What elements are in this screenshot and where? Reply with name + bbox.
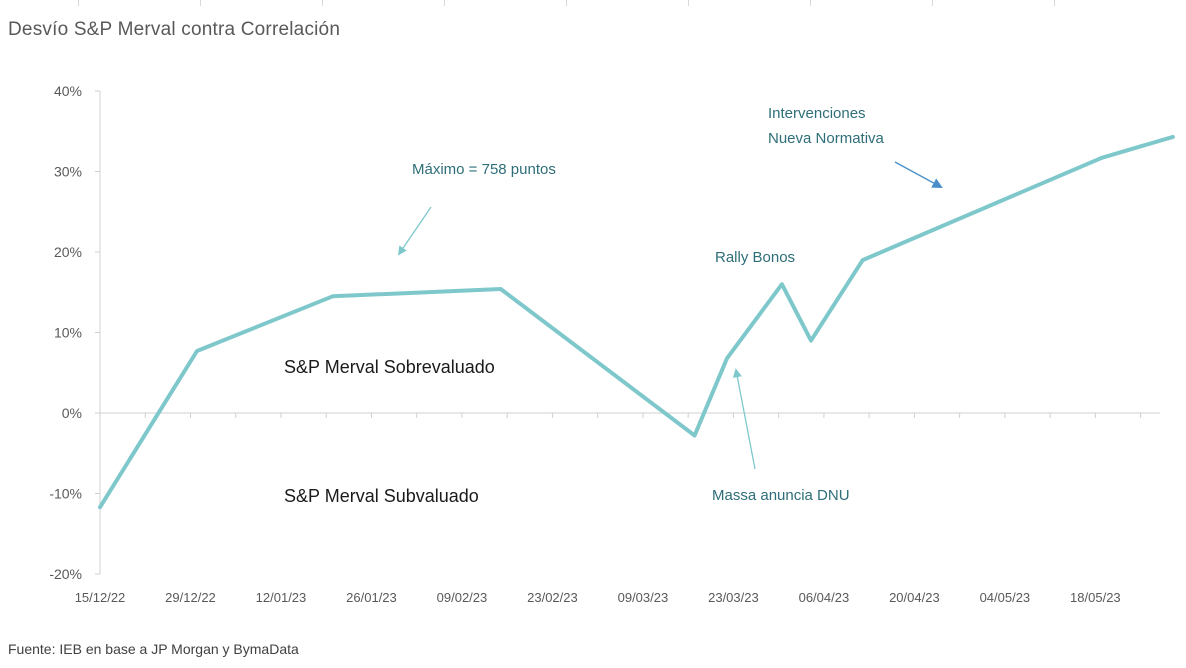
x-tick-label: 09/03/23 [618, 590, 669, 605]
series-point [780, 282, 784, 286]
y-tick-label: 0% [62, 405, 82, 421]
series-point [98, 505, 102, 509]
series-group [98, 134, 1175, 510]
x-tick-label: 09/02/23 [437, 590, 488, 605]
source-note: Fuente: IEB en base a JP Morgan y BymaDa… [8, 641, 299, 657]
series-point [725, 356, 729, 360]
x-axis-ticks: 15/12/22 29/12/22 12/01/23 26/01/23 09/02/23… [75, 413, 1142, 605]
annotation-nueva-normativa: Nueva Normativa [768, 130, 885, 147]
annotation-maximo-arrow [397, 206, 432, 256]
x-tick-label: 18/05/23 [1070, 590, 1121, 605]
x-tick-label: 12/01/23 [256, 590, 307, 605]
top-border-ticks [0, 0, 1186, 6]
x-tick-label: 26/01/23 [346, 590, 397, 605]
annotations: Máximo = 758 puntos Rally Bonos Interven… [284, 105, 943, 506]
annotation-maximo: Máximo = 758 puntos [412, 161, 556, 178]
annotation-massa-dnu: Massa anuncia DNU [712, 487, 850, 504]
series-point [195, 349, 199, 353]
y-tick-label: -10% [49, 486, 82, 502]
series-point [499, 287, 503, 291]
annotation-intervenciones: Intervenciones [768, 105, 866, 122]
zone-label-subvaluado: S&P Merval Subvaluado [284, 486, 479, 506]
axes [99, 91, 1160, 574]
series-point [861, 258, 865, 262]
annotation-rally-bonos: Rally Bonos [715, 249, 795, 266]
y-tick-label: 20% [54, 244, 82, 260]
x-tick-label: 15/12/22 [75, 590, 126, 605]
series-point [693, 434, 697, 438]
x-tick-label: 29/12/22 [165, 590, 216, 605]
x-tick-label: 23/03/23 [708, 590, 759, 605]
annotation-massa-dnu-arrow [732, 368, 756, 470]
y-axis-ticks: -20% -10% 0% 10% 20% 30% 40% [49, 83, 100, 582]
x-tick-label: 23/02/23 [527, 590, 578, 605]
series-point [331, 294, 335, 298]
series-point [1171, 135, 1175, 139]
y-tick-label: 10% [54, 325, 82, 341]
x-tick-label: 06/04/23 [799, 590, 850, 605]
y-tick-label: 40% [54, 83, 82, 99]
y-tick-label: -20% [49, 566, 82, 582]
series-point [809, 339, 813, 343]
x-tick-label: 20/04/23 [889, 590, 940, 605]
zone-label-sobrevaluado: S&P Merval Sobrevaluado [284, 357, 495, 377]
series-point [1100, 156, 1104, 160]
x-tick-label: 04/05/23 [980, 590, 1031, 605]
series-line [98, 134, 1175, 510]
chart-title: Desvío S&P Merval contra Correlación [8, 19, 341, 40]
y-tick-label: 30% [54, 164, 82, 180]
annotation-intervenciones-arrow [894, 161, 943, 188]
